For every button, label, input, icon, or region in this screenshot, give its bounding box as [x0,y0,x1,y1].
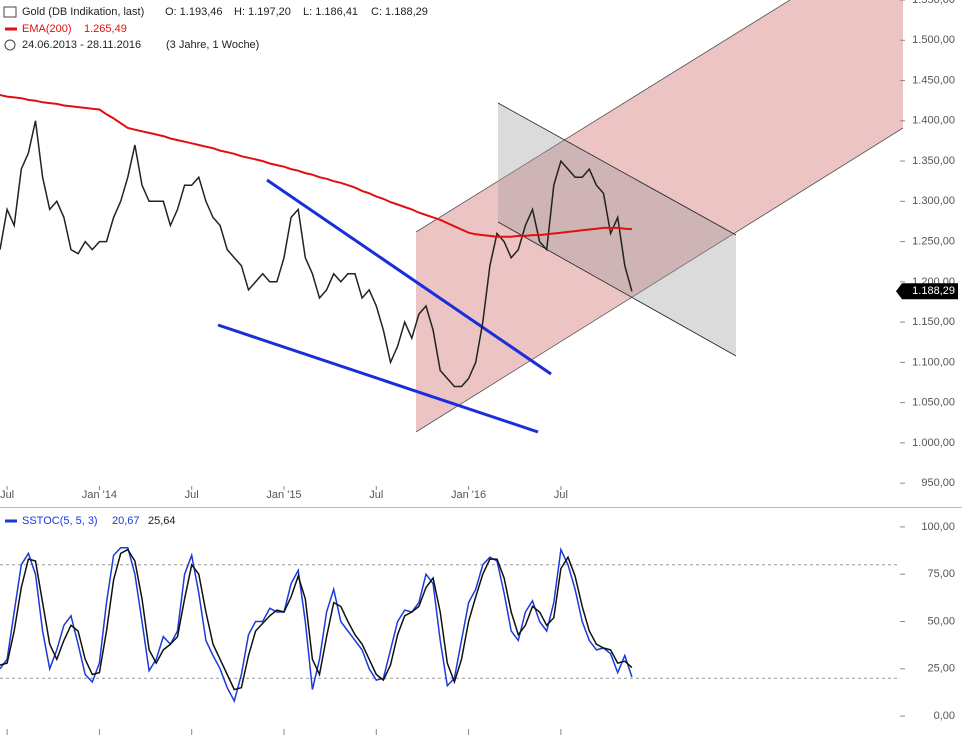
y-tick-label: 75,00 [927,568,955,580]
y-tick-label: 50,00 [927,615,955,627]
y-tick-label: 1.300,00 [912,195,955,207]
channel-edge [415,127,904,433]
ohlc-label: C: 1.188,29 [371,6,428,18]
x-tick-label: Jan '16 [451,489,486,501]
range-edge [497,221,737,357]
y-tick-label: 1.500,00 [912,34,955,46]
clock-icon [4,39,16,51]
series-line [0,120,633,388]
x-tick-label: Jul [0,489,14,501]
price-tag [896,283,958,300]
series-line [0,548,633,691]
series-line [0,94,632,238]
legend-value: 1.265,49 [84,23,127,35]
x-tick-label: Jan '15 [266,489,301,501]
y-tick-label: 100,00 [921,521,955,533]
x-tick-label: Jul [554,489,568,501]
y-tick-label: 0,00 [934,710,955,722]
chart-icon [3,6,17,18]
ohlc-label: O: 1.193,46 [165,6,223,18]
y-tick-label: 1.100,00 [912,356,955,368]
ohlc-label: L: 1.186,41 [303,6,358,18]
trend-channel [416,0,903,432]
x-tick-label: Jan '14 [82,489,117,501]
y-tick-label: 1.150,00 [912,316,955,328]
series-name: Gold (DB Indikation, last) [22,6,144,18]
legend-value: 20,67 [112,515,140,527]
y-tick-label: 1.050,00 [912,397,955,409]
y-tick-label: 25,00 [927,663,955,675]
ohlc-label: H: 1.197,20 [234,6,291,18]
date-range: 24.06.2013 - 28.11.2016 [22,39,141,51]
y-tick-label: 1.000,00 [912,437,955,449]
price-tag-label: 1.188,29 [912,285,955,297]
channel-edge [415,0,791,233]
y-tick-label: 1.400,00 [912,115,955,127]
series-line [0,546,633,704]
range-box [498,103,736,356]
x-tick-label: Jul [369,489,383,501]
y-tick-label: 1.250,00 [912,235,955,247]
y-tick-label: 950,00 [921,477,955,489]
legend-value: 25,64 [148,515,176,527]
period: (3 Jahre, 1 Woche) [166,39,259,51]
legend-label: EMA(200) [22,23,72,35]
trend-line [217,323,539,434]
y-tick-label: 1.450,00 [912,74,955,86]
y-tick-label: 1.350,00 [912,155,955,167]
x-tick-label: Jul [185,489,199,501]
y-tick-label: 1.550,00 [912,0,955,6]
indicator-title: SSTOC(5, 5, 3) [22,515,98,527]
trend-line [266,178,552,376]
range-edge [497,102,737,236]
